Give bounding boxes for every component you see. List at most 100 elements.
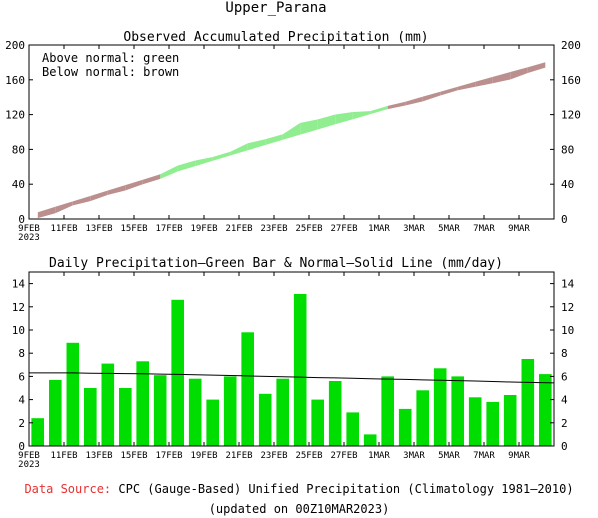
daily-bar	[49, 379, 62, 446]
x-tick-label: 3MAR	[403, 224, 425, 234]
x-tick-label: 9FEB	[18, 224, 40, 234]
daily-bar	[363, 434, 377, 446]
y-tick-label-left: 0	[18, 440, 25, 453]
daily-bar	[258, 393, 272, 446]
above-normal-band	[352, 111, 371, 120]
y-tick-label-right: 160	[561, 74, 581, 87]
y-tick-label-right: 2	[561, 417, 568, 430]
above-normal-band	[195, 157, 213, 167]
above-normal-band	[282, 122, 301, 140]
daily-bar	[206, 399, 219, 446]
above-normal-band	[212, 151, 231, 161]
x-tick-label: 9MAR	[508, 224, 530, 234]
y-tick-label-left: 160	[5, 74, 25, 87]
daily-plot-area	[29, 294, 555, 446]
y-tick-label-left: 40	[12, 178, 25, 191]
daily-chart-title: Daily Precipitation—Green Bar & Normal—S…	[49, 256, 503, 271]
y-tick-label-left: 2	[18, 417, 25, 430]
accumulated-chart-title: Observed Accumulated Precipitation (mm)	[123, 30, 428, 45]
y-tick-label-right: 6	[561, 370, 568, 383]
daily-bar	[136, 361, 149, 446]
accumulated-chart: Observed Accumulated Precipitation (mm) …	[5, 30, 581, 243]
daily-bar	[241, 332, 254, 446]
x-tick-label: 15FEB	[120, 451, 147, 461]
legend-below-normal: Below normal: brown	[42, 65, 179, 79]
below-normal-band	[90, 190, 108, 202]
x-tick-label: 1MAR	[368, 451, 390, 461]
daily-chart: Daily Precipitation—Green Bar & Normal—S…	[12, 256, 575, 470]
below-normal-band	[55, 201, 73, 214]
daily-bar	[346, 412, 359, 446]
data-source-label: Data Source:	[24, 482, 112, 496]
below-normal-band	[125, 179, 143, 191]
daily-bar	[119, 388, 132, 446]
x-tick-label: 5MAR	[438, 451, 460, 461]
y-tick-label-left: 12	[12, 301, 25, 314]
y-tick-label-right: 14	[561, 278, 575, 291]
daily-bar	[276, 378, 289, 446]
above-normal-band	[247, 139, 266, 151]
normal-line	[29, 372, 555, 384]
daily-bar	[486, 401, 499, 446]
below-normal-band	[527, 62, 546, 73]
above-normal-band	[300, 119, 318, 135]
data-source-line: Data Source: CPC (Gauge-Based) Unified P…	[0, 482, 598, 496]
y-tick-label-left: 6	[18, 370, 25, 383]
below-normal-band	[422, 91, 441, 102]
data-source-text: CPC (Gauge-Based) Unified Precipitation …	[118, 482, 574, 496]
y-tick-label-right: 0	[561, 213, 568, 226]
x-tick-label: 25FEB	[295, 224, 322, 234]
above-normal-band	[317, 114, 336, 130]
x-tick-label: 1MAR	[368, 224, 390, 234]
below-normal-band	[510, 67, 528, 80]
x-tick-label: 13FEB	[85, 224, 112, 234]
daily-bar	[311, 399, 324, 446]
below-normal-band	[440, 86, 458, 96]
y-tick-label-right: 120	[561, 109, 581, 122]
above-normal-band	[265, 134, 283, 145]
daily-bar	[293, 294, 307, 446]
y-tick-label-right: 8	[561, 347, 568, 360]
accumulated-axes: 0 0 40 40 80 80 120 120 160 160 200 200 9FEB 11FEB 13F…	[5, 39, 581, 243]
daily-bar	[521, 359, 535, 446]
x-tick-label: 13FEB	[85, 451, 112, 461]
y-tick-label-left: 8	[18, 347, 25, 360]
y-tick-label-right: 40	[561, 178, 574, 191]
x-tick-label: 3MAR	[403, 451, 425, 461]
daily-bar	[451, 376, 464, 446]
y-tick-label-left: 80	[12, 143, 25, 156]
y-tick-label-left: 120	[5, 109, 25, 122]
daily-bar	[171, 299, 184, 446]
above-normal-band	[177, 160, 196, 172]
above-normal-band	[160, 165, 178, 179]
y-tick-label-left: 4	[18, 394, 25, 407]
daily-axes: 0 0 2 2 4 4 6 6 8 8 10 10 12 12 14 14 9FEB 11FEB 13FEB 15FE…	[12, 272, 575, 470]
below-normal-band	[492, 72, 511, 84]
x-tick-label: 15FEB	[120, 224, 147, 234]
figure-title: Upper_Parana	[225, 0, 326, 16]
x-tick-label: 11FEB	[50, 451, 77, 461]
x-tick-label: 23FEB	[260, 451, 287, 461]
x-tick-label: 23FEB	[260, 224, 287, 234]
daily-bar	[188, 378, 202, 446]
below-normal-band	[37, 206, 56, 219]
y-tick-label-left: 14	[12, 278, 26, 291]
below-normal-band	[142, 174, 161, 185]
x-tick-label: 27FEB	[330, 224, 357, 234]
y-tick-label-left: 0	[18, 213, 25, 226]
updated-line: (updated on 00Z10MAR2023)	[208, 502, 390, 516]
x-year-label: 2023	[18, 233, 40, 243]
x-tick-label: 9MAR	[508, 451, 530, 461]
x-tick-label: 19FEB	[190, 224, 217, 234]
x-tick-label: 9FEB	[18, 451, 40, 461]
x-year-label: 2023	[18, 460, 40, 470]
above-normal-band	[370, 105, 388, 115]
accumulated-plot-area	[37, 62, 546, 219]
x-tick-label: 7MAR	[473, 224, 495, 234]
y-tick-label-right: 10	[561, 324, 574, 337]
x-tick-label: 7MAR	[473, 451, 495, 461]
daily-plot-frame	[28, 271, 555, 447]
daily-bar	[66, 342, 80, 446]
x-tick-label: 21FEB	[225, 451, 252, 461]
